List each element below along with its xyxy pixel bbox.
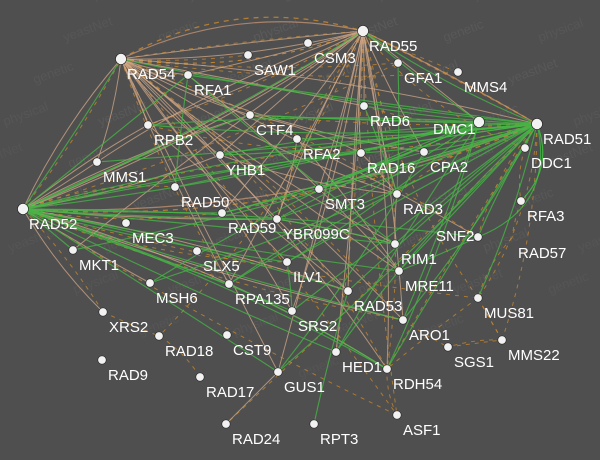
svg-text:CTF4: CTF4 [256,122,294,139]
svg-text:MMS1: MMS1 [103,169,146,186]
svg-text:RAD57: RAD57 [518,245,566,262]
svg-text:CSM3: CSM3 [314,50,356,67]
svg-text:RAD9: RAD9 [108,367,148,384]
svg-text:RFA1: RFA1 [194,82,232,99]
svg-text:XRS2: XRS2 [109,319,148,336]
svg-text:HED1: HED1 [342,359,382,376]
svg-text:MRE11: MRE11 [405,278,454,295]
svg-text:SRS2: SRS2 [298,318,337,335]
svg-text:MSH6: MSH6 [156,290,198,307]
svg-text:RAD51: RAD51 [543,131,591,148]
svg-text:DDC1: DDC1 [531,155,572,172]
svg-text:RAD17: RAD17 [206,384,254,401]
svg-text:RAD52: RAD52 [29,216,77,233]
svg-text:ASF1: ASF1 [403,422,441,439]
svg-text:RIM1: RIM1 [401,251,437,268]
svg-text:ILV1: ILV1 [293,269,323,286]
svg-text:YHB1: YHB1 [226,162,265,179]
svg-text:SLX5: SLX5 [203,258,240,275]
svg-text:SAW1: SAW1 [254,62,296,79]
svg-text:RAD24: RAD24 [232,431,280,448]
svg-text:MMS22: MMS22 [508,347,560,364]
svg-text:SNF2: SNF2 [436,228,474,245]
svg-text:RPA135: RPA135 [235,291,290,308]
svg-text:RAD18: RAD18 [165,343,213,360]
svg-text:RFA3: RFA3 [527,208,565,225]
svg-text:RAD3: RAD3 [403,201,443,218]
svg-text:CPA2: CPA2 [430,159,468,176]
svg-text:RAD55: RAD55 [369,38,417,55]
svg-text:GUS1: GUS1 [284,379,325,396]
svg-text:RAD53: RAD53 [354,298,402,315]
svg-text:MEC3: MEC3 [132,230,174,247]
svg-text:YBR099C: YBR099C [283,226,350,243]
svg-text:ARO1: ARO1 [409,327,450,344]
svg-text:RAD6: RAD6 [370,113,410,130]
svg-text:RDH54: RDH54 [393,376,442,393]
svg-text:RAD54: RAD54 [127,66,175,83]
svg-text:MMS4: MMS4 [464,79,507,96]
svg-text:CST9: CST9 [233,342,271,359]
svg-text:MUS81: MUS81 [484,305,534,322]
svg-text:DMC1: DMC1 [433,121,476,138]
svg-text:RAD59: RAD59 [228,220,276,237]
svg-text:GFA1: GFA1 [404,70,442,87]
svg-text:SGS1: SGS1 [454,354,494,371]
svg-text:RPB2: RPB2 [154,132,193,149]
svg-text:RPT3: RPT3 [320,431,358,448]
svg-text:MKT1: MKT1 [79,257,119,274]
svg-text:RAD16: RAD16 [367,160,415,177]
svg-text:RAD50: RAD50 [181,194,229,211]
svg-text:SMT3: SMT3 [325,196,365,213]
svg-text:RFA2: RFA2 [303,146,341,163]
